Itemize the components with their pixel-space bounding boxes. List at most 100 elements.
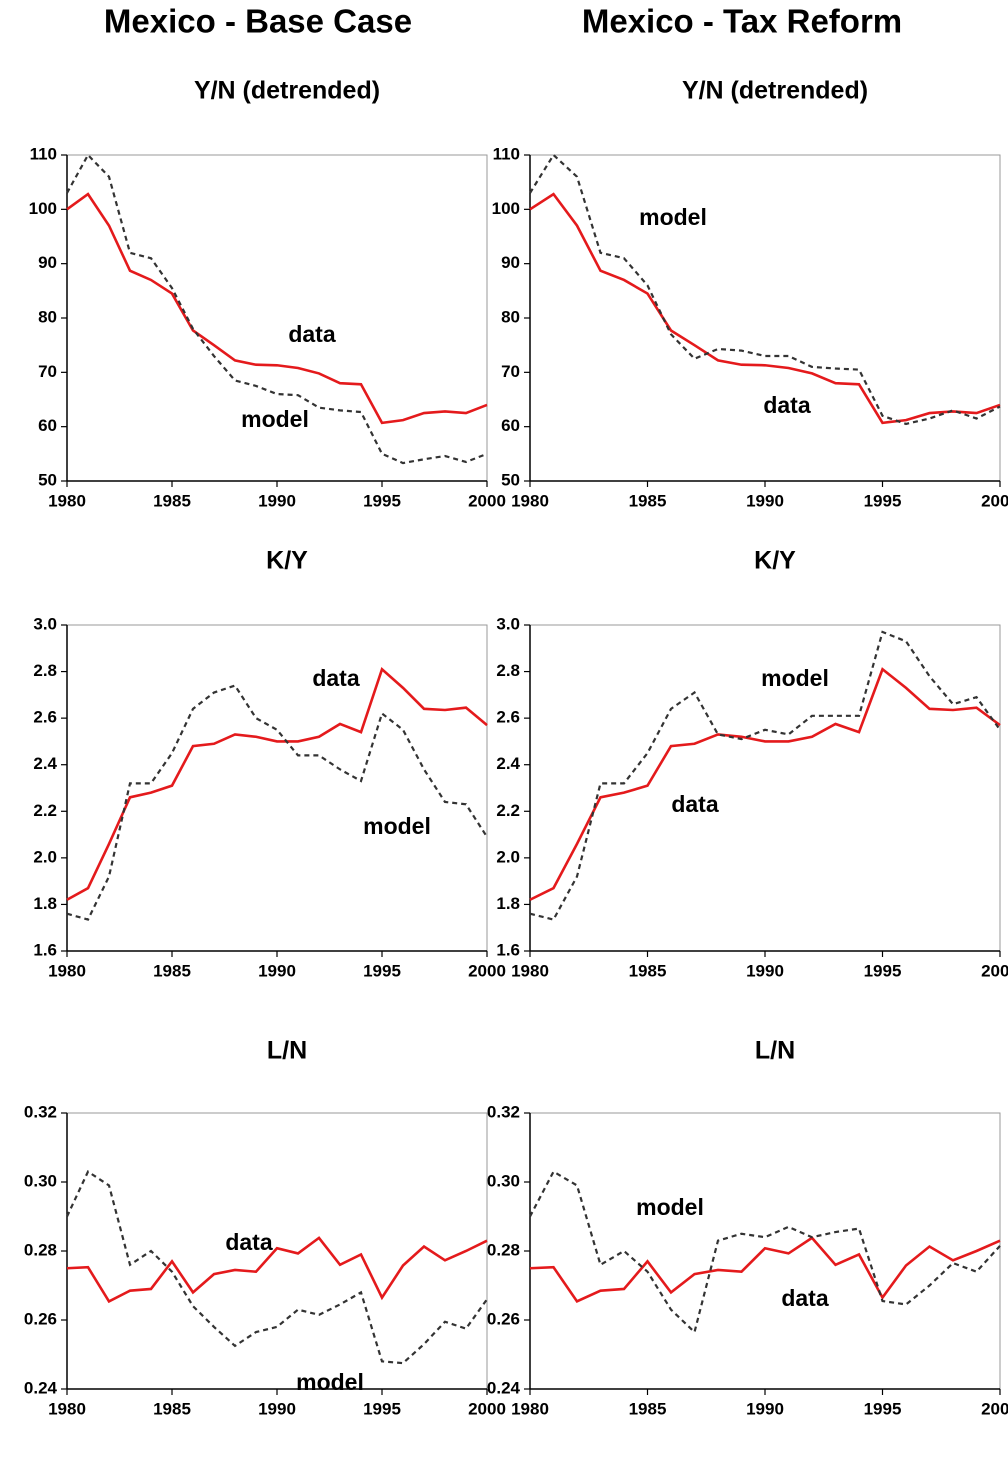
series-label: model: [241, 406, 309, 432]
x-tick-label: 2000: [981, 491, 1008, 510]
y-tick-label: 2.2: [496, 801, 520, 820]
chart-title: K/Y: [266, 547, 308, 575]
series-line: [529, 1170, 1001, 1335]
y-tick-label: 2.0: [33, 847, 57, 866]
x-tick-label: 2000: [981, 1399, 1008, 1418]
plot-frame: [66, 624, 488, 952]
column-title: Mexico - Base Case: [104, 3, 412, 40]
series-label: data: [225, 1229, 273, 1255]
y-tick-label: 80: [501, 307, 520, 326]
plot-frame: [529, 1112, 1001, 1390]
y-tick-label: 0.24: [487, 1378, 521, 1397]
series-label: model: [636, 1194, 704, 1220]
x-tick-label: 1995: [363, 961, 401, 980]
y-tick-label: 0.28: [24, 1240, 57, 1259]
x-tick-label: 1980: [511, 491, 549, 510]
series-line: [66, 666, 488, 901]
x-tick-label: 1995: [363, 491, 401, 510]
x-tick-label: 2000: [468, 1399, 506, 1418]
x-tick-label: 1980: [511, 1399, 549, 1418]
y-tick-label: 0.24: [24, 1378, 58, 1397]
series-line: [529, 1236, 1001, 1304]
x-tick-label: 1980: [48, 1399, 86, 1418]
series-line: [66, 1170, 488, 1365]
y-tick-label: 80: [38, 307, 57, 326]
x-tick-label: 1985: [629, 1399, 667, 1418]
x-tick-label: 1990: [746, 491, 784, 510]
y-tick-label: 2.4: [33, 754, 57, 773]
x-tick-label: 1985: [153, 961, 191, 980]
y-tick-label: 0.32: [24, 1102, 57, 1121]
x-tick-label: 1980: [48, 961, 86, 980]
y-tick-label: 0.26: [24, 1309, 57, 1328]
column-title: Mexico - Tax Reform: [582, 3, 902, 40]
series-label: data: [288, 321, 336, 347]
y-tick-label: 100: [492, 199, 520, 218]
series-line: [529, 192, 1001, 425]
plot-frame: [529, 154, 1001, 482]
y-tick-label: 60: [501, 416, 520, 435]
y-tick-label: 110: [30, 144, 57, 163]
series-label: data: [763, 392, 811, 418]
y-tick-label: 50: [501, 470, 520, 489]
y-tick-label: 0.28: [487, 1240, 520, 1259]
y-tick-label: 70: [38, 362, 57, 381]
y-tick-label: 2.8: [496, 661, 520, 680]
y-tick-label: 0.30: [24, 1171, 57, 1190]
y-tick-label: 90: [38, 253, 57, 272]
x-tick-label: 1990: [746, 961, 784, 980]
y-tick-label: 0.32: [487, 1102, 520, 1121]
series-line: [529, 667, 1001, 901]
x-tick-label: 1995: [864, 491, 902, 510]
x-tick-label: 1990: [746, 1399, 784, 1418]
x-tick-label: 1980: [511, 961, 549, 980]
series-line: [66, 684, 488, 921]
x-tick-label: 1985: [153, 1399, 191, 1418]
y-tick-label: 0.26: [487, 1309, 520, 1328]
x-tick-label: 1995: [864, 961, 902, 980]
x-tick-label: 1985: [629, 961, 667, 980]
y-tick-label: 2.6: [496, 708, 520, 727]
x-tick-label: 2000: [468, 491, 506, 510]
x-tick-label: 2000: [981, 961, 1008, 980]
y-tick-label: 2.6: [33, 708, 57, 727]
y-tick-label: 1.6: [496, 940, 520, 959]
y-tick-label: 1.8: [33, 894, 57, 913]
x-tick-label: 1980: [48, 491, 86, 510]
x-tick-label: 1990: [258, 491, 296, 510]
y-tick-label: 0.30: [487, 1171, 520, 1190]
series-label: model: [363, 813, 431, 839]
series-label: model: [296, 1369, 364, 1395]
y-tick-label: 3.0: [33, 614, 57, 633]
series-line: [529, 630, 1001, 921]
x-tick-label: 2000: [468, 961, 506, 980]
y-tick-label: 3.0: [496, 614, 520, 633]
series-label: data: [312, 665, 360, 691]
series-line: [529, 153, 1001, 426]
x-tick-label: 1990: [258, 1399, 296, 1418]
y-tick-label: 60: [38, 416, 57, 435]
y-tick-label: 1.8: [496, 894, 520, 913]
y-tick-label: 2.8: [33, 661, 57, 680]
chart-title: Y/N (detrended): [682, 77, 868, 105]
series-label: data: [781, 1285, 829, 1311]
y-tick-label: 2.4: [496, 754, 520, 773]
y-tick-label: 50: [38, 470, 57, 489]
series-label: data: [671, 791, 719, 817]
x-tick-label: 1985: [153, 491, 191, 510]
chart-title: Y/N (detrended): [194, 77, 380, 105]
series-line: [66, 1236, 488, 1304]
x-tick-label: 1990: [258, 961, 296, 980]
y-tick-label: 100: [29, 199, 57, 218]
chart-title: L/N: [267, 1037, 307, 1065]
y-tick-label: 1.6: [33, 940, 57, 959]
x-tick-label: 1995: [864, 1399, 902, 1418]
y-tick-label: 2.2: [33, 801, 57, 820]
y-tick-label: 90: [501, 253, 520, 272]
chart-title: L/N: [755, 1037, 795, 1065]
plot-frame: [66, 154, 488, 482]
series-label: model: [639, 204, 707, 230]
series-label: model: [761, 665, 829, 691]
x-tick-label: 1985: [629, 491, 667, 510]
